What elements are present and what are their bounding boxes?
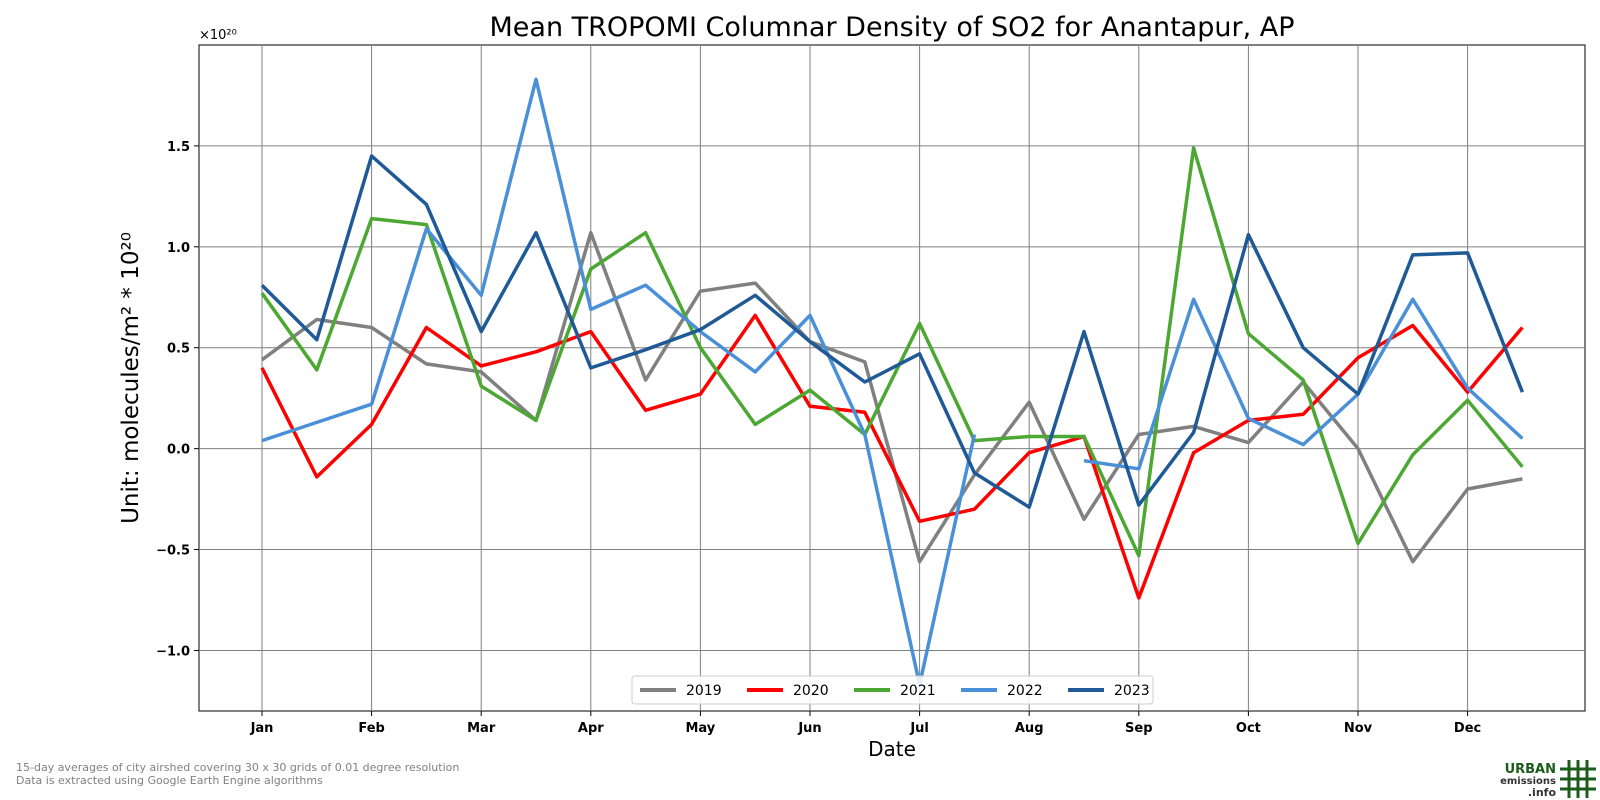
- footnote-line-2: Data is extracted using Google Earth Eng…: [16, 774, 323, 787]
- series-line-2021: [260, 146, 1524, 558]
- legend-label-2020: 2020: [793, 683, 829, 699]
- y-multiplier-label: ×10²⁰: [199, 28, 237, 43]
- x-tick-label: Aug: [1015, 721, 1044, 736]
- x-tick-label: Dec: [1454, 721, 1481, 736]
- y-axis-label: Unit: molecules/m² * 10²⁰: [118, 232, 144, 524]
- logo-grid-icon: [1560, 760, 1596, 798]
- y-tick-label: 1.0: [167, 241, 190, 256]
- series-2023: [260, 154, 1525, 509]
- chart-title: Mean TROPOMI Columnar Density of SO2 for…: [490, 12, 1295, 43]
- series-line-2019: [260, 230, 1523, 564]
- x-axis-label: Date: [868, 737, 916, 761]
- legend-label-2021: 2021: [900, 683, 936, 699]
- x-tick-label: Jul: [909, 721, 929, 736]
- legend-label-2022: 2022: [1007, 683, 1043, 699]
- logo-text-urban: URBAN: [1504, 762, 1556, 777]
- y-tick-label: 0.5: [167, 342, 190, 357]
- legend: 2019 2020 2021 2022 2023: [631, 675, 1154, 705]
- x-tick-label: May: [686, 721, 716, 736]
- logo-text-emissions: emissions: [1500, 776, 1556, 787]
- series-line-2023: [260, 154, 1525, 509]
- legend-label-2019: 2019: [686, 683, 722, 699]
- legend-label-2023: 2023: [1114, 683, 1150, 699]
- x-tick-label: Feb: [358, 721, 384, 736]
- y-tick-label: −1.0: [156, 644, 190, 659]
- series-line-2022: [261, 77, 977, 687]
- x-tick-label: Nov: [1344, 721, 1373, 736]
- logo-text-info: .info: [1527, 786, 1556, 799]
- footnote-line-1: 15-day averages of city airshed covering…: [16, 761, 460, 774]
- x-tick-label: Mar: [467, 721, 496, 736]
- y-tick-label: −0.5: [156, 544, 190, 559]
- x-tick-label: Jan: [250, 721, 274, 736]
- x-tick-label: Jun: [797, 721, 821, 736]
- x-tick-label: Oct: [1236, 721, 1261, 736]
- y-tick-label: 1.5: [167, 140, 190, 155]
- y-tick-label: 0.0: [167, 443, 190, 458]
- x-tick-label: Apr: [578, 721, 604, 736]
- x-tick-label: Sep: [1125, 721, 1153, 736]
- legend-box: [631, 675, 1154, 705]
